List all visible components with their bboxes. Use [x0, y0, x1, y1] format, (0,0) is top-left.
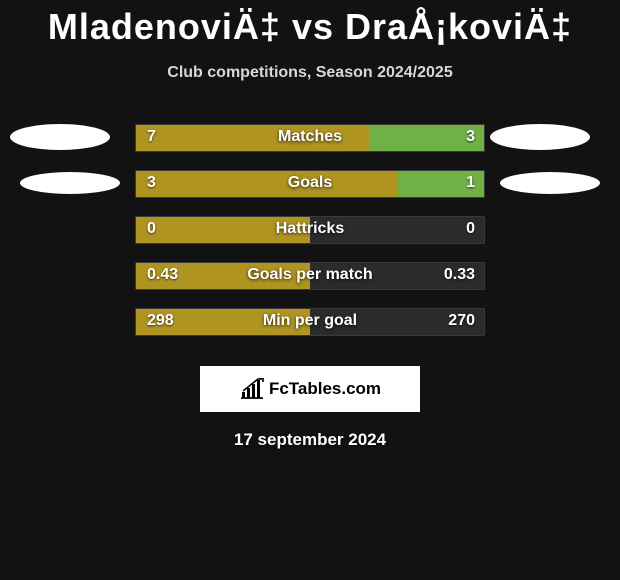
- stat-row: 73Matches: [0, 124, 620, 170]
- stat-bar: [135, 308, 485, 336]
- marker-left: [20, 172, 120, 194]
- stat-value-right: 3: [435, 128, 475, 146]
- brand-logo: FcTables.com: [200, 366, 420, 412]
- stats-chart: 73Matches31Goals00Hattricks0.430.33Goals…: [0, 124, 620, 354]
- stat-row: 31Goals: [0, 170, 620, 216]
- bar-left: [136, 125, 369, 151]
- stat-value-left: 7: [147, 128, 156, 146]
- stat-value-left: 3: [147, 174, 156, 192]
- stat-value-right: 1: [435, 174, 475, 192]
- bar-left: [136, 171, 397, 197]
- comparison-title: MladenoviÄ‡ vs DraÅ¡koviÄ‡: [0, 0, 620, 48]
- stat-bar: [135, 216, 485, 244]
- stat-bar: [135, 124, 485, 152]
- stat-bar: [135, 262, 485, 290]
- marker-right: [500, 172, 600, 194]
- bar-left: [136, 217, 310, 243]
- marker-left: [10, 124, 110, 150]
- comparison-subtitle: Club competitions, Season 2024/2025: [0, 64, 620, 82]
- stat-value-right: 270: [435, 312, 475, 330]
- stat-row: 00Hattricks: [0, 216, 620, 262]
- stat-value-left: 0: [147, 220, 156, 238]
- stat-row: 0.430.33Goals per match: [0, 262, 620, 308]
- chart-icon: [239, 378, 265, 400]
- brand-name: FcTables.com: [269, 379, 381, 399]
- stat-value-left: 298: [147, 312, 174, 330]
- stat-value-right: 0.33: [435, 266, 475, 284]
- marker-right: [490, 124, 590, 150]
- stat-row: 298270Min per goal: [0, 308, 620, 354]
- stat-bar: [135, 170, 485, 198]
- date-label: 17 september 2024: [0, 430, 620, 450]
- stat-value-left: 0.43: [147, 266, 178, 284]
- stat-value-right: 0: [435, 220, 475, 238]
